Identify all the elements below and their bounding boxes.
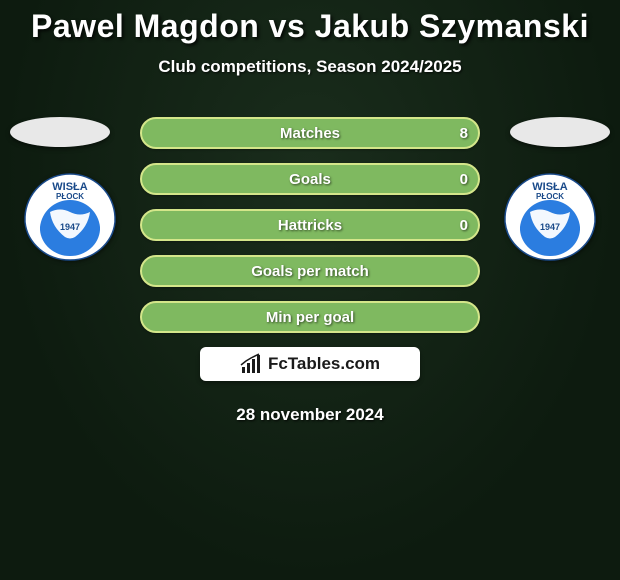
stat-row-min-per-goal: Min per goal (140, 301, 480, 333)
attribution-box: FcTables.com (200, 347, 420, 381)
svg-text:1947: 1947 (60, 222, 80, 232)
stat-row-hattricks: Hattricks 0 (140, 209, 480, 241)
svg-text:1947: 1947 (540, 222, 560, 232)
stat-rows: Matches 8 Goals 0 Hattricks 0 Goals per … (140, 117, 480, 333)
stat-label: Goals per match (251, 263, 369, 280)
stat-label: Goals (289, 171, 331, 188)
date-text: 28 november 2024 (0, 405, 620, 425)
page-title: Pawel Magdon vs Jakub Szymanski (0, 0, 620, 45)
stat-row-goals-per-match: Goals per match (140, 255, 480, 287)
stat-label: Min per goal (266, 309, 354, 326)
club-badge-left: WISŁA PŁOCK 1947 (20, 172, 120, 262)
stat-row-goals: Goals 0 (140, 163, 480, 195)
comparison-content: WISŁA PŁOCK 1947 WISŁA PŁOCK 1947 Matche… (0, 117, 620, 425)
player-avatar-left (10, 117, 110, 147)
stat-right-value: 8 (460, 125, 468, 142)
stat-row-matches: Matches 8 (140, 117, 480, 149)
subtitle: Club competitions, Season 2024/2025 (0, 57, 620, 77)
chart-icon (240, 353, 262, 375)
stat-label: Matches (280, 125, 340, 142)
svg-text:PŁOCK: PŁOCK (536, 192, 564, 201)
stat-right-value: 0 (460, 217, 468, 234)
attribution-text: FcTables.com (268, 354, 380, 374)
stat-right-value: 0 (460, 171, 468, 188)
svg-text:PŁOCK: PŁOCK (56, 192, 84, 201)
player-avatar-right (510, 117, 610, 147)
club-badge-right: WISŁA PŁOCK 1947 (500, 172, 600, 262)
stat-label: Hattricks (278, 217, 342, 234)
